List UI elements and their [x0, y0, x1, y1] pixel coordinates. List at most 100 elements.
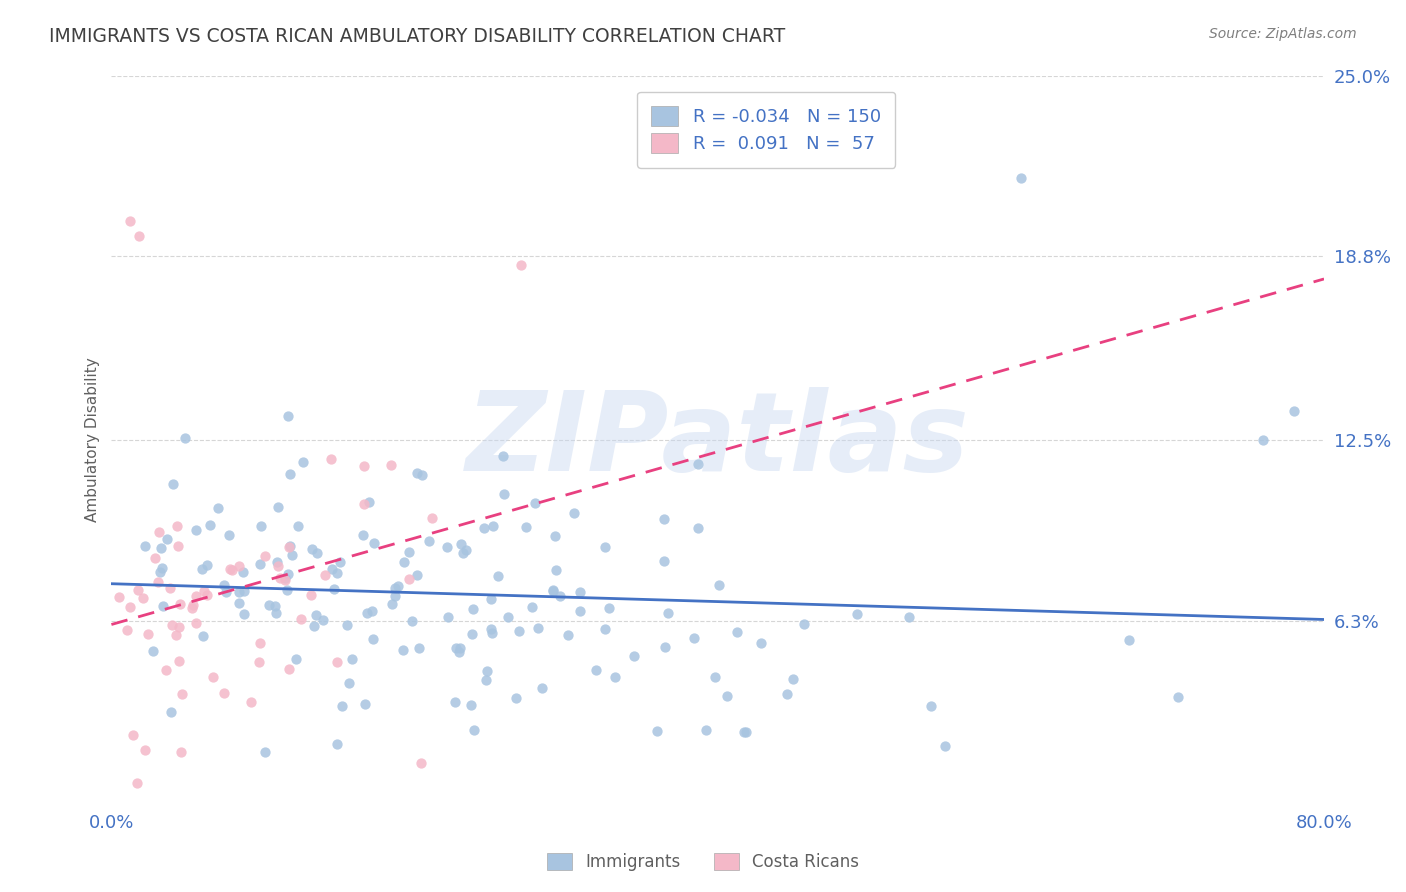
Point [541, 583, 564, 598]
Point [184, 589, 207, 603]
Point [450, 537, 472, 551]
Point [544, 563, 567, 577]
Point [392, 555, 415, 569]
Point [277, 409, 299, 423]
Point [411, 756, 433, 771]
Point [277, 540, 299, 554]
Point [321, 562, 343, 576]
Point [330, 699, 353, 714]
Point [482, 519, 505, 533]
Point [749, 636, 772, 650]
Point [127, 775, 149, 789]
Point [166, 519, 188, 533]
Point [228, 585, 250, 599]
Point [228, 559, 250, 574]
Point [121, 728, 143, 742]
Point [488, 569, 510, 583]
Point [162, 476, 184, 491]
Point [172, 686, 194, 700]
Point [273, 571, 295, 585]
Point [305, 546, 328, 560]
Point [406, 567, 429, 582]
Point [1118, 633, 1140, 648]
Point [321, 452, 343, 467]
Point [170, 746, 193, 760]
Point [845, 607, 868, 621]
Point [527, 621, 550, 635]
Point [166, 540, 188, 554]
Point [218, 562, 240, 576]
Point [531, 681, 554, 696]
Point [406, 466, 429, 480]
Text: IMMIGRANTS VS COSTA RICAN AMBULATORY DISABILITY CORRELATION CHART: IMMIGRANTS VS COSTA RICAN AMBULATORY DIS… [49, 27, 786, 45]
Point [326, 737, 349, 751]
Point [155, 663, 177, 677]
Point [159, 705, 181, 719]
Point [1010, 170, 1032, 185]
Point [292, 455, 315, 469]
Point [411, 468, 433, 483]
Point [276, 583, 298, 598]
Point [249, 557, 271, 571]
Point [290, 611, 312, 625]
Point [150, 561, 173, 575]
Point [221, 563, 243, 577]
Point [568, 604, 591, 618]
Point [401, 614, 423, 628]
Point [329, 555, 352, 569]
Point [152, 599, 174, 613]
Point [232, 583, 254, 598]
Point [593, 622, 616, 636]
Point [156, 532, 179, 546]
Point [249, 636, 271, 650]
Point [162, 617, 184, 632]
Point [463, 723, 485, 737]
Point [447, 645, 470, 659]
Point [281, 548, 304, 562]
Y-axis label: Ambulatory Disability: Ambulatory Disability [86, 358, 100, 523]
Point [218, 528, 240, 542]
Point [259, 599, 281, 613]
Point [228, 596, 250, 610]
Point [657, 606, 679, 620]
Point [472, 520, 495, 534]
Point [150, 541, 173, 555]
Point [475, 664, 498, 678]
Point [270, 571, 292, 585]
Point [598, 601, 620, 615]
Point [541, 584, 564, 599]
Point [191, 629, 214, 643]
Point [266, 555, 288, 569]
Point [314, 568, 336, 582]
Point [340, 652, 363, 666]
Point [274, 573, 297, 587]
Point [543, 529, 565, 543]
Point [325, 655, 347, 669]
Point [384, 581, 406, 595]
Point [380, 458, 402, 473]
Point [398, 545, 420, 559]
Point [522, 599, 544, 614]
Point [305, 608, 328, 623]
Point [190, 562, 212, 576]
Point [250, 518, 273, 533]
Point [456, 542, 478, 557]
Point [652, 512, 675, 526]
Point [264, 599, 287, 614]
Point [107, 590, 129, 604]
Point [267, 500, 290, 514]
Point [392, 643, 415, 657]
Point [398, 572, 420, 586]
Point [733, 724, 755, 739]
Point [682, 631, 704, 645]
Point [278, 467, 301, 482]
Point [352, 528, 374, 542]
Point [142, 644, 165, 658]
Point [460, 698, 482, 712]
Point [134, 539, 156, 553]
Point [239, 695, 262, 709]
Legend: Immigrants, Costa Ricans: Immigrants, Costa Ricans [538, 845, 868, 880]
Point [254, 745, 277, 759]
Point [623, 649, 645, 664]
Point [496, 610, 519, 624]
